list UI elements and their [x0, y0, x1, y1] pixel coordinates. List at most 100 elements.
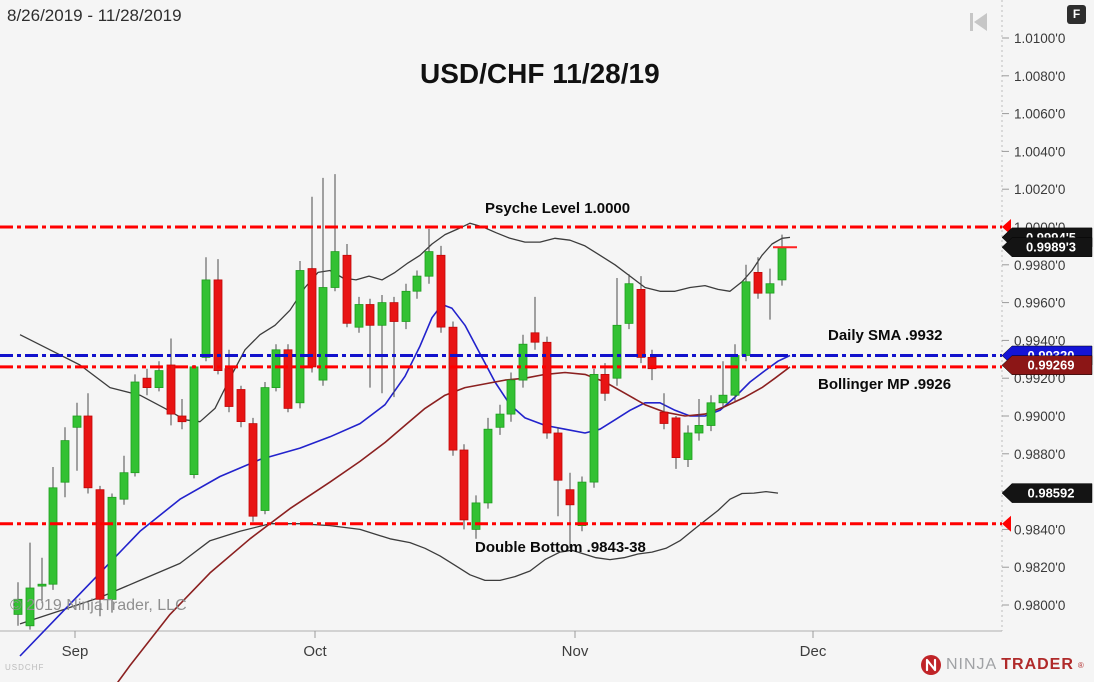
date-range: 8/26/2019 - 11/28/2019 [7, 6, 182, 25]
candle [248, 417, 258, 522]
instrument-label: USDCHF [5, 663, 45, 672]
candle [83, 393, 93, 494]
price-axis-label: 0.9960'0 [1014, 296, 1065, 311]
month-label: Dec [800, 643, 827, 660]
candle [295, 261, 305, 409]
candle [636, 276, 646, 364]
candle [166, 338, 176, 426]
candle [553, 427, 563, 517]
price-axis-label: 0.9820'0 [1014, 560, 1065, 575]
candle [741, 264, 751, 362]
month-label: Sep [62, 643, 89, 660]
candle [777, 234, 787, 286]
price-axis-label: 1.0080'0 [1014, 69, 1065, 84]
candle [694, 399, 704, 441]
candle [577, 476, 587, 532]
candle [25, 542, 35, 630]
candle [401, 283, 411, 330]
candle [389, 296, 399, 398]
price-axis-label: 1.0040'0 [1014, 144, 1065, 159]
go-to-start-icon[interactable] [965, 10, 991, 34]
candle [142, 368, 152, 396]
candle [471, 495, 481, 539]
candle [565, 472, 575, 549]
candle [354, 296, 364, 333]
page-title: USD/CHF 11/28/19 [420, 58, 660, 89]
logo-text-trader: TRADER [1001, 656, 1074, 673]
candle [753, 257, 763, 299]
candle [624, 274, 634, 330]
candle [659, 393, 669, 430]
candle [330, 174, 340, 292]
price-axis[interactable]: 1.0100'0 1.0080'0 1.0060'0 1.0040'0 1.0020'0… [1001, 31, 1093, 613]
candle [412, 270, 422, 299]
candle [37, 557, 47, 604]
price-tag: 0.9989'3 [1001, 237, 1093, 257]
candle [72, 402, 82, 471]
price-tag: 0.99269 [1001, 355, 1093, 375]
axis-line-tag-sliver [1002, 515, 1011, 532]
candle [495, 404, 505, 435]
candle [530, 296, 540, 350]
candle [765, 268, 775, 320]
candle [224, 349, 234, 413]
candle [307, 196, 317, 373]
axes [0, 0, 1003, 632]
annotation-double-bottom: Double Bottom .9843-38 [475, 539, 646, 556]
logo-text-ninja: NINJA [946, 656, 998, 673]
candle [318, 177, 328, 386]
price-axis-label: 0.9800'0 [1014, 598, 1065, 613]
candle [589, 368, 599, 488]
price-axis-label: 0.9880'0 [1014, 447, 1065, 462]
candle [436, 245, 446, 333]
candle [177, 399, 187, 430]
svg-text:0.98592: 0.98592 [1028, 486, 1075, 501]
price-axis-label: 1.0100'0 [1014, 31, 1065, 46]
time-axis[interactable]: Sep Oct Nov Dec [62, 631, 827, 660]
candle [377, 295, 387, 394]
candle [201, 257, 211, 362]
candle [342, 244, 352, 328]
candle [483, 417, 493, 509]
candle [683, 425, 693, 467]
candle [600, 363, 610, 401]
candle [718, 361, 728, 409]
price-axis-label: 0.9900'0 [1014, 409, 1065, 424]
candle [130, 374, 140, 477]
candle [730, 344, 740, 401]
month-label: Oct [303, 643, 327, 660]
candle [48, 467, 58, 590]
candle [424, 228, 434, 284]
price-tag: 0.98592 [1001, 483, 1093, 503]
candle [612, 278, 622, 386]
function-badge[interactable]: F [1067, 5, 1086, 24]
candle [365, 298, 375, 388]
candle [518, 334, 528, 388]
annotation-daily-sma: Daily SMA .9932 [828, 327, 943, 344]
price-axis-label: 0.9940'0 [1014, 333, 1065, 348]
candle [671, 416, 681, 469]
candle [213, 259, 223, 375]
candle [13, 582, 23, 626]
candle [95, 485, 105, 617]
candle [506, 372, 516, 422]
svg-text:0.9989'3: 0.9989'3 [1026, 240, 1076, 255]
copyright-watermark: © 2019 NinjaTrader, LLC [10, 597, 187, 614]
candle [107, 493, 117, 613]
logo-registered-mark: ® [1077, 660, 1084, 670]
price-axis-label: 1.0060'0 [1014, 107, 1065, 122]
ninjatrader-logo-icon [921, 655, 941, 675]
horizontal-lines [0, 225, 1002, 526]
candle [260, 382, 270, 515]
price-axis-label: 0.9980'0 [1014, 258, 1065, 273]
annotation-bollinger-mp: Bollinger MP .9926 [818, 376, 952, 393]
candle [542, 336, 552, 439]
month-label: Nov [562, 643, 589, 660]
candle [60, 427, 70, 498]
candle [189, 365, 199, 479]
bollinger-upper-band [19, 222, 791, 423]
ninjatrader-logo: NINJA TRADER ® [920, 654, 1084, 676]
candlestick-series [13, 174, 787, 630]
